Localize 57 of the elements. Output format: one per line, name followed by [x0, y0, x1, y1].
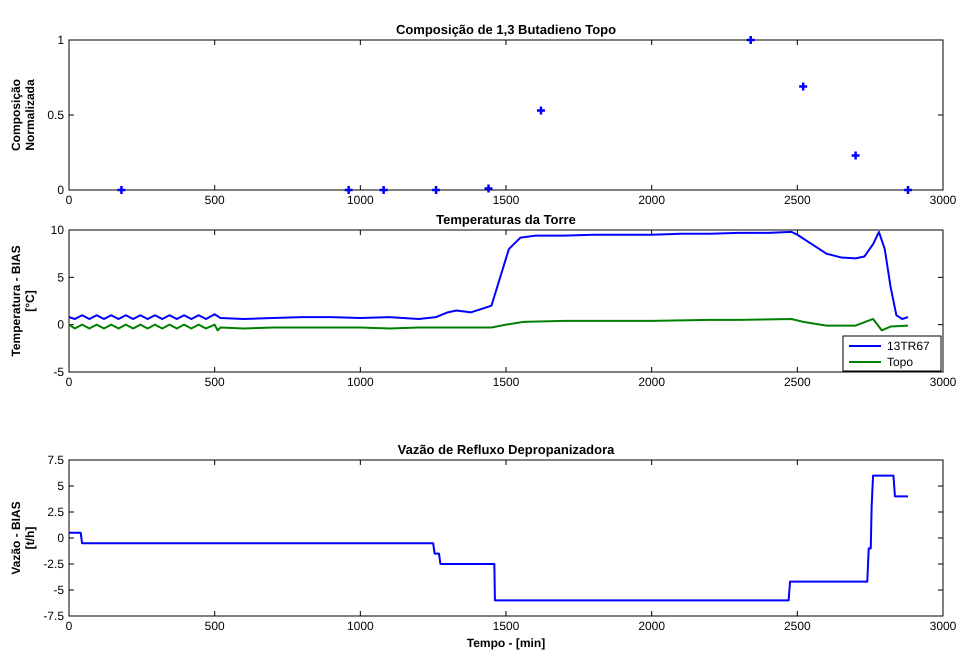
x-tick-label: 0	[66, 375, 73, 389]
point	[430, 184, 442, 196]
x-tick-label: 1000	[346, 375, 374, 389]
point	[745, 34, 756, 46]
y-axis-title: Vazão - BIAS [t/h]	[9, 501, 37, 575]
x-tick-label: 2500	[784, 375, 812, 389]
x-tick-label: 1500	[492, 193, 520, 207]
x-tick-label: 0	[66, 619, 73, 633]
x-tick-label: 3000	[930, 619, 957, 633]
y-tick-label: 0.5	[47, 108, 64, 122]
x-tick-label: 2500	[784, 193, 812, 207]
y-tick-label: 2.5	[47, 505, 64, 519]
line-series	[68, 230, 910, 320]
point	[536, 105, 546, 116]
y-tick-label: 7.5	[47, 453, 64, 467]
x-tick-label: 2000	[638, 375, 666, 389]
point	[850, 150, 861, 161]
point	[483, 183, 494, 194]
x-tick-label: 3000	[930, 193, 957, 207]
x-tick-label: 1500	[492, 375, 520, 389]
point	[116, 184, 127, 196]
x-tick-label: 3000	[930, 375, 957, 389]
chart-title: Temperaturas da Torre	[436, 212, 576, 227]
chart-title: Vazão de Refluxo Depropanizadora	[398, 442, 616, 457]
y-tick-label: 0	[57, 183, 64, 197]
point	[902, 184, 914, 196]
y-axis-title: Composição Normalizada	[9, 78, 37, 152]
x-tick-label: 500	[204, 193, 225, 207]
x-axis-title: Tempo - [min]	[466, 636, 546, 650]
x-tick-label: 2000	[638, 193, 666, 207]
x-tick-label: 0	[66, 193, 73, 207]
legend-label: Topo	[887, 355, 914, 369]
y-tick-label: 1	[57, 33, 64, 47]
x-tick-label: 1000	[346, 193, 374, 207]
y-axis-title: Temperatura - BIAS [°C]	[9, 245, 37, 357]
y-tick-label: 5	[57, 270, 64, 284]
y-tick-label: 0	[57, 531, 64, 545]
y-tick-label: -5	[53, 583, 64, 597]
point	[798, 81, 808, 92]
x-tick-label: 2500	[784, 619, 812, 633]
line-series	[68, 318, 910, 332]
chart-title: Composição de 1,3 Butadieno Topo	[396, 22, 616, 37]
y-tick-label: -7.5	[43, 609, 64, 623]
x-tick-label: 2000	[638, 619, 666, 633]
y-tick-label: 5	[57, 479, 64, 493]
legend-label: 13TR67	[887, 339, 930, 353]
point	[378, 184, 389, 196]
line-series	[68, 474, 910, 602]
y-tick-label: -2.5	[43, 557, 64, 571]
point	[343, 184, 354, 196]
y-tick-label: 10	[50, 223, 64, 237]
x-tick-label: 1000	[346, 619, 374, 633]
y-tick-label: 0	[57, 318, 64, 332]
x-tick-label: 500	[204, 619, 225, 633]
x-tick-label: 500	[204, 375, 225, 389]
x-tick-label: 1500	[492, 619, 520, 633]
y-tick-label: -5	[53, 365, 64, 379]
